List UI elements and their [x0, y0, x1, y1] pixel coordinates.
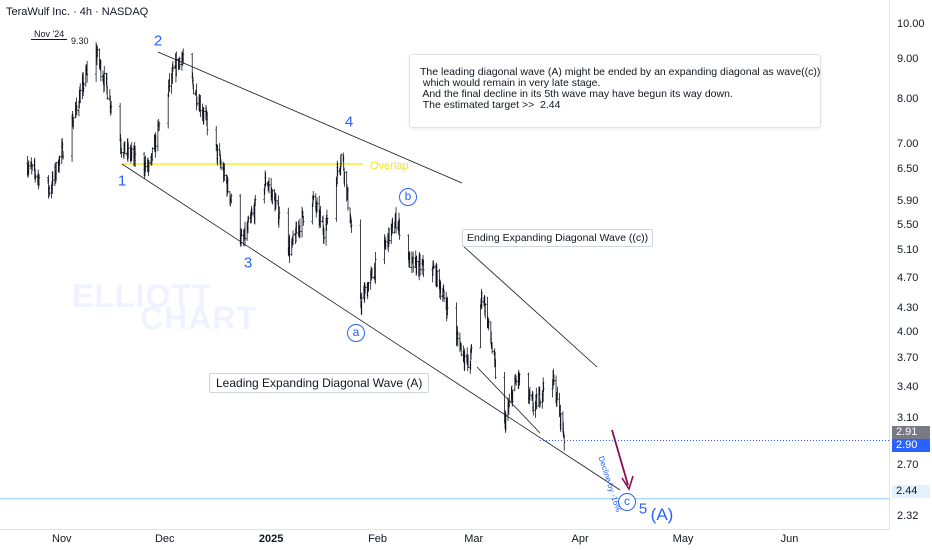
price-tick-label: 10.00 [897, 17, 925, 30]
overlap-label: Overlap [370, 160, 409, 172]
wave-2-label: 2 [153, 32, 163, 50]
wave-5-label: 5 [638, 500, 648, 518]
wave-A-label: (A) [650, 505, 674, 524]
time-tick-label: May [672, 533, 694, 545]
ending-diagonal-lower-line [476, 366, 541, 434]
time-tick-label: Jun [780, 533, 799, 545]
wave-1-label: 1 [117, 172, 127, 190]
price-tick-label: 8.00 [897, 92, 919, 105]
price-tick-label: 6.50 [897, 162, 919, 175]
watermark-chart: CHART [140, 300, 257, 336]
price-tick-label: 4.00 [897, 326, 919, 339]
time-tick-label: Dec [154, 533, 175, 545]
time-tick-label: 2025 [258, 533, 284, 545]
time-tick-label: Nov [52, 533, 72, 545]
wave-4-label: 4 [344, 113, 354, 131]
price-tick-label: 3.70 [897, 352, 919, 365]
wave-3-label: 3 [243, 254, 253, 272]
watermark-elliott: ELLIOTT [72, 278, 213, 314]
price-tick-label: 5.50 [897, 218, 919, 231]
price-tag: 2.91 [892, 426, 930, 439]
nov24-marker: Nov '24 [31, 29, 68, 40]
wave-a-label: a [347, 324, 365, 342]
ending-diagonal-upper-line [461, 244, 598, 368]
price-tick-label: 4.70 [897, 271, 919, 284]
lower-channel-line [121, 163, 621, 491]
price-tick-label: 9.00 [897, 53, 919, 66]
time-tick-label: Apr [571, 533, 589, 545]
price-tag: 2.90 [892, 439, 930, 452]
price-tick-label: 5.10 [897, 244, 919, 257]
ending-diagonal-label[interactable]: Ending Expanding Diagonal Wave ((c)) [462, 229, 654, 247]
price-tick-label: 2.32 [897, 509, 919, 522]
note-line: The estimated target >> 2.44 [420, 99, 561, 111]
price-axis-divider [889, 0, 890, 530]
wave-c-label: c [618, 493, 636, 511]
price-tick-label: 5.90 [897, 195, 919, 208]
analysis-note[interactable]: The leading diagonal wave (A) might be e… [409, 54, 821, 128]
decline-arrowhead [621, 475, 634, 491]
leading-diagonal-label[interactable]: Leading Expanding Diagonal Wave (A) [209, 373, 430, 393]
decline-arrow [611, 429, 629, 486]
nov24-value: 9.30 [71, 36, 89, 46]
time-axis-divider [0, 529, 889, 530]
price-tick-label: 4.30 [897, 301, 919, 314]
price-tick-label: 3.10 [897, 412, 919, 425]
wave-b-label: b [399, 188, 417, 206]
time-tick-label: Feb [368, 533, 388, 545]
note-line: which would remain in very late stage. [420, 77, 601, 89]
price-tick-label: 7.00 [897, 137, 919, 150]
note-line: The leading diagonal wave (A) might be e… [420, 66, 821, 78]
symbol-header: TeraWulf Inc. · 4h · NASDAQ [6, 6, 149, 18]
upper-channel-line [157, 51, 463, 184]
price-tick-label: 2.70 [897, 458, 919, 471]
time-tick-label: Mar [464, 533, 484, 545]
note-line: And the final decline in its 5th wave ma… [420, 88, 733, 100]
price-tag: 2.44 [892, 485, 930, 498]
price-tick-label: 3.40 [897, 380, 919, 393]
